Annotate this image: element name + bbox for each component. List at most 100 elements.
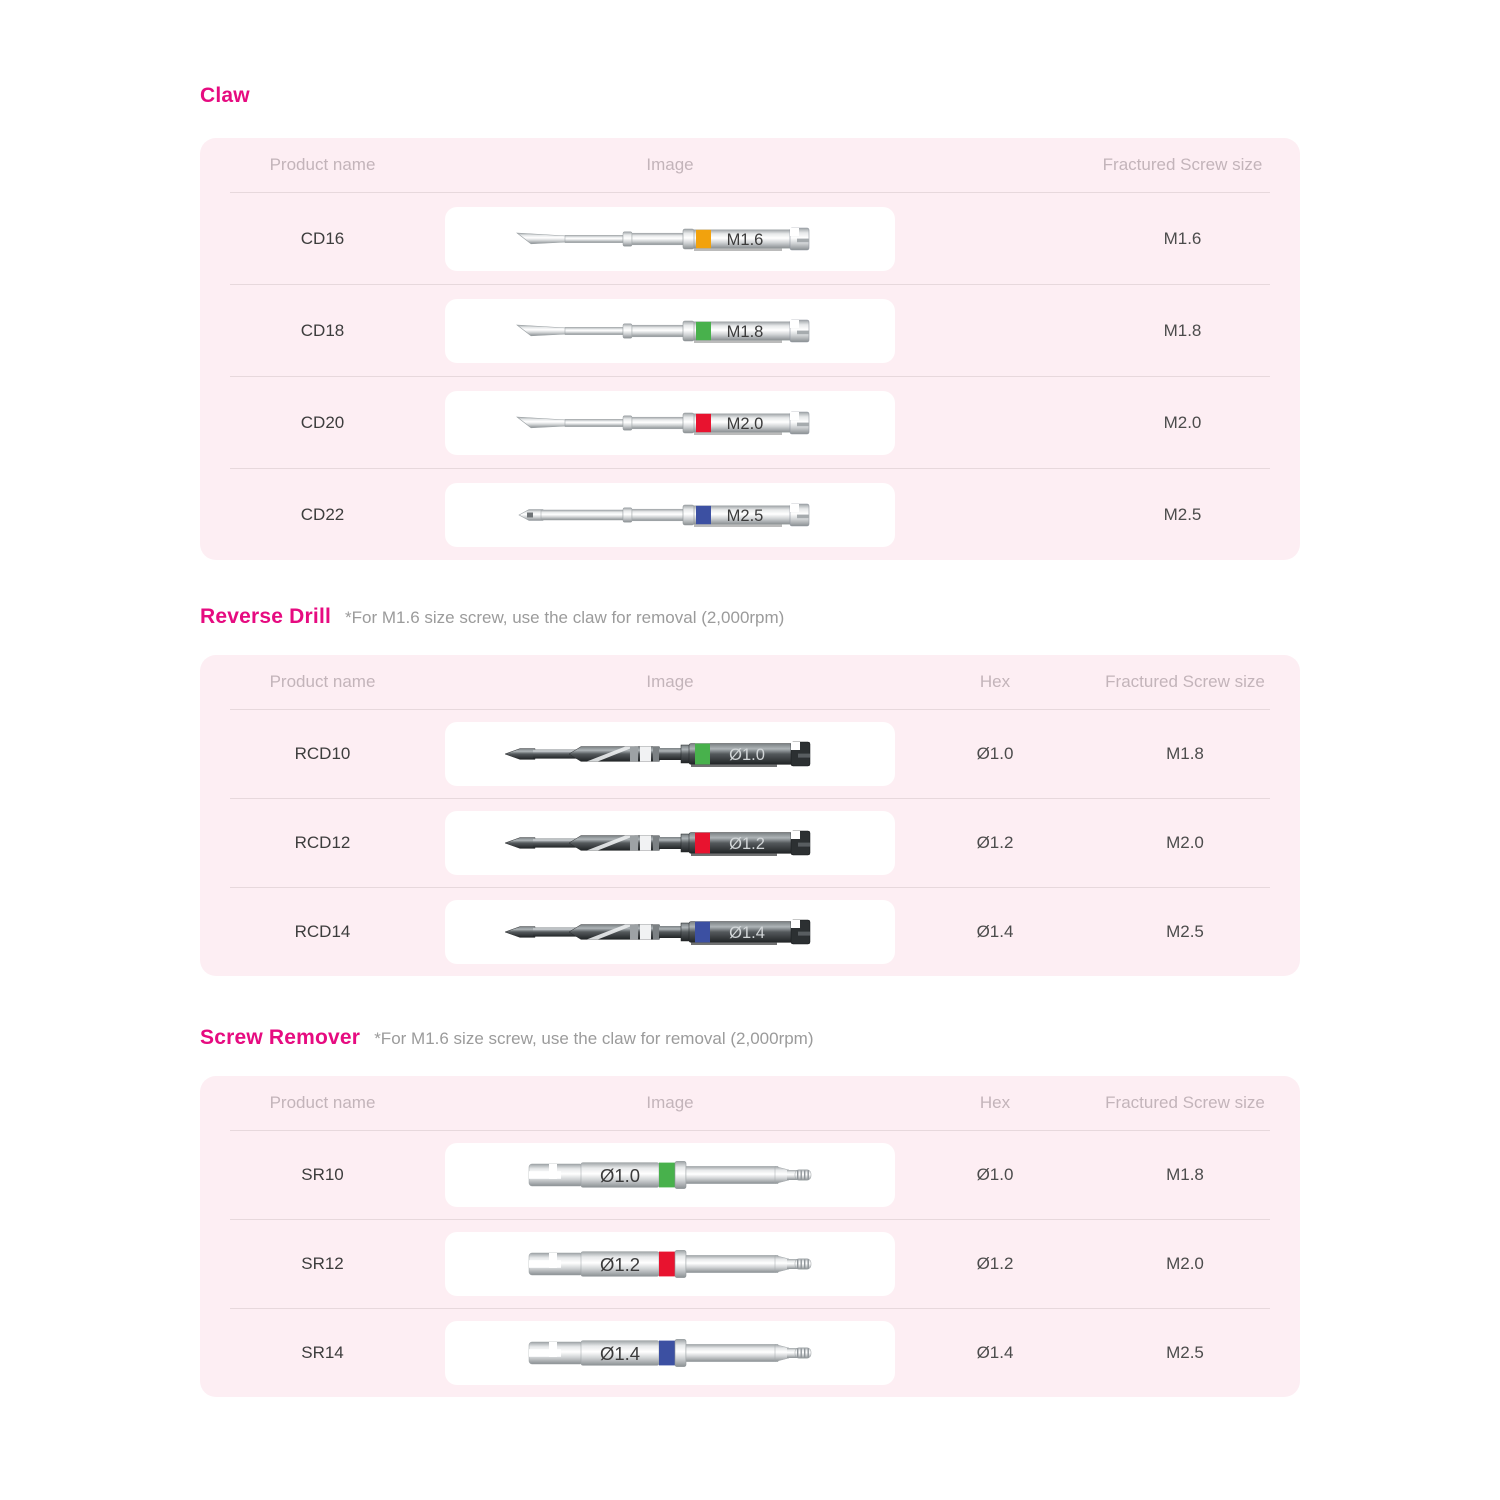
product-image-container: Ø1.2 <box>445 811 895 875</box>
column-header-product-name: Product name <box>269 672 376 691</box>
column-header-image: Image <box>646 155 694 174</box>
section-note: *For M1.6 size screw, use the claw for r… <box>374 1029 814 1048</box>
row-separator <box>230 376 1270 377</box>
row-separator <box>230 798 1270 799</box>
screw-size-value: M2.5 <box>1166 1343 1204 1362</box>
product-image-container: M1.6 <box>445 206 895 271</box>
row-separator <box>230 709 1270 710</box>
row-separator <box>230 887 1270 888</box>
hex-value: Ø1.4 <box>976 1343 1014 1362</box>
table-row: RCD10 <box>200 710 1300 798</box>
product-name: CD16 <box>300 228 345 248</box>
screw-remover-table-header: Product name Image Hex Fractured Screw s… <box>200 1076 1300 1130</box>
screw-size-value: M2.0 <box>1163 412 1202 432</box>
table-row: RCD12 <box>200 799 1300 887</box>
column-header-screw-size: Fractured Screw size <box>1102 155 1263 174</box>
section-claw: Claw Product name Image Fractured Screw … <box>200 84 1300 560</box>
table-row: SR14 Ø1.4 <box>200 1309 1300 1397</box>
column-header-product-name: Product name <box>269 155 376 174</box>
product-name: CD22 <box>300 504 345 524</box>
table-row: SR10 Ø1.0 <box>200 1131 1300 1219</box>
product-name: RCD14 <box>294 922 351 941</box>
table-row: CD18 M1.8 <box>200 285 1300 376</box>
table-row: CD16 M1.6 <box>200 193 1300 284</box>
reverse-drill-illustration: Ø1.2 <box>504 830 811 856</box>
section-reverse-drill-header: Reverse Drill *For M1.6 size screw, use … <box>200 605 1300 629</box>
claw-tool-illustration: M2.5 <box>518 503 810 527</box>
reverse-drill-illustration: Ø1.0 <box>504 741 811 767</box>
color-band <box>659 1340 675 1366</box>
color-band <box>659 1162 675 1188</box>
color-band <box>659 1251 675 1277</box>
product-name: RCD10 <box>294 744 351 763</box>
screw-size-value: M1.6 <box>1163 228 1202 248</box>
product-name: SR10 <box>301 1165 344 1184</box>
product-image-container: M1.8 <box>445 298 895 363</box>
column-header-image: Image <box>646 672 694 691</box>
color-band <box>695 921 710 943</box>
row-separator <box>230 1130 1270 1131</box>
screw-size-value: M2.5 <box>1166 922 1204 941</box>
section-screw-remover-header: Screw Remover *For M1.6 size screw, use … <box>200 1026 1300 1050</box>
tool-label: Ø1.4 <box>600 1343 640 1364</box>
column-header-product-name: Product name <box>269 1093 376 1112</box>
tool-label: M1.6 <box>727 231 764 249</box>
product-image-container: M2.5 <box>445 482 895 547</box>
claw-tool-illustration: M2.0 <box>516 411 810 435</box>
row-separator <box>230 284 1270 285</box>
screw-size-value: M1.8 <box>1166 1165 1204 1184</box>
screw-size-value: M2.0 <box>1166 1254 1204 1273</box>
row-separator <box>230 192 1270 193</box>
tool-label: M2.0 <box>727 415 764 433</box>
row-separator <box>230 468 1270 469</box>
product-image-container: Ø1.0 <box>445 1143 895 1207</box>
product-name: RCD12 <box>294 833 351 852</box>
reverse-drill-table: Product name Image Hex Fractured Screw s… <box>200 655 1300 976</box>
screw-remover-table: Product name Image Hex Fractured Screw s… <box>200 1076 1300 1397</box>
hex-value: Ø1.2 <box>976 1254 1014 1273</box>
tool-label: Ø1.4 <box>729 924 765 942</box>
claw-tool-illustration: M1.6 <box>516 227 810 251</box>
screw-size-value: M2.5 <box>1163 504 1202 524</box>
section-screw-remover: Screw Remover *For M1.6 size screw, use … <box>200 1026 1300 1397</box>
section-title: Reverse Drill <box>200 605 332 628</box>
table-row: CD22 M2.5 <box>200 469 1300 560</box>
table-row: CD20 M2.0 <box>200 377 1300 468</box>
screw-size-value: M1.8 <box>1166 744 1204 763</box>
color-band <box>696 229 711 248</box>
tool-label: M1.8 <box>727 323 764 341</box>
product-image-container: Ø1.0 <box>445 722 895 786</box>
product-name: CD18 <box>300 320 345 340</box>
hex-value: Ø1.0 <box>976 1165 1014 1184</box>
claw-tool-illustration: M1.8 <box>516 319 810 343</box>
product-image-container: Ø1.4 <box>445 900 895 964</box>
catalog-page: Claw Product name Image Fractured Screw … <box>200 84 1300 1397</box>
reverse-drill-illustration: Ø1.4 <box>504 919 811 945</box>
product-name: SR14 <box>301 1343 344 1362</box>
product-name: SR12 <box>301 1254 344 1273</box>
color-band <box>695 832 710 854</box>
screw-remover-illustration: Ø1.4 <box>528 1339 812 1367</box>
product-image-container: Ø1.2 <box>445 1232 895 1296</box>
column-header-hex: Hex <box>979 1093 1011 1112</box>
tool-label: M2.5 <box>727 507 764 525</box>
row-separator <box>230 1308 1270 1309</box>
screw-remover-illustration: Ø1.2 <box>528 1250 812 1278</box>
screw-size-value: M2.0 <box>1166 833 1204 852</box>
product-image-container: M2.0 <box>445 390 895 455</box>
color-band <box>696 321 711 340</box>
claw-table: Product name Image Fractured Screw size … <box>200 138 1300 560</box>
section-title: Claw <box>200 84 250 107</box>
color-band <box>696 413 711 432</box>
column-header-image: Image <box>646 1093 694 1112</box>
reverse-drill-table-header: Product name Image Hex Fractured Screw s… <box>200 655 1300 709</box>
screw-remover-illustration: Ø1.0 <box>528 1161 812 1189</box>
hex-value: Ø1.0 <box>976 744 1014 763</box>
hex-value: Ø1.4 <box>976 922 1014 941</box>
claw-table-header: Product name Image Fractured Screw size <box>200 138 1300 192</box>
tool-label: Ø1.2 <box>600 1254 640 1275</box>
section-note: *For M1.6 size screw, use the claw for r… <box>345 608 785 627</box>
tool-label: Ø1.0 <box>600 1165 640 1186</box>
column-header-hex: Hex <box>979 672 1011 691</box>
color-band <box>695 743 710 765</box>
